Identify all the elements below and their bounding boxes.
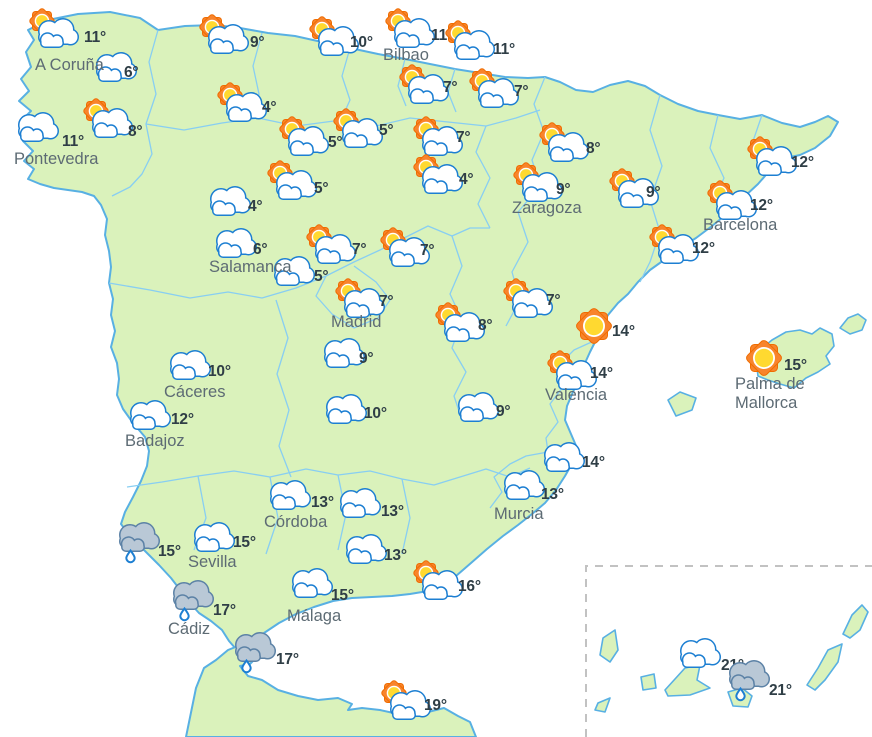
temperature-label: 9° [556, 181, 571, 198]
temperature-label: 14° [582, 454, 605, 471]
city-label: Barcelona [703, 216, 778, 234]
temperature-label: 8° [586, 140, 601, 157]
temperature-label: 5° [328, 134, 343, 151]
canary-inset-border [585, 565, 872, 737]
temperature-label: 11° [62, 133, 84, 150]
temperature-label: 11° [493, 41, 515, 58]
temperature-label: 17° [213, 602, 236, 619]
spain-mainland [18, 11, 839, 654]
balearic-islands [667, 313, 867, 417]
city-label: Cádiz [168, 620, 211, 638]
temperature-label: 4° [262, 99, 277, 116]
temperature-label: 10° [350, 34, 373, 51]
temperature-label: 13° [381, 503, 404, 520]
temperature-label: 5° [314, 268, 329, 285]
city-label: Pontevedra [14, 150, 99, 168]
temperature-label: 12° [171, 411, 194, 428]
city-label: Palma de Mallorca [735, 375, 805, 412]
temperature-label: 14° [590, 365, 613, 382]
city-label: Cáceres [164, 383, 226, 401]
temperature-label: 7° [456, 129, 471, 146]
temperature-label: 7° [379, 293, 394, 310]
city-label: Valencia [545, 386, 608, 404]
temperature-label: 12° [791, 154, 814, 171]
temperature-label: 15° [784, 357, 807, 374]
temperature-label: 9° [646, 184, 661, 201]
temperature-label: 17° [276, 651, 299, 668]
temperature-label: 9° [250, 34, 265, 51]
city-label: Zaragoza [512, 199, 582, 217]
city-label: Bilbao [383, 46, 429, 64]
temperature-label: 7° [443, 79, 458, 96]
temperature-label: 13° [384, 547, 407, 564]
temperature-label: 12° [692, 240, 715, 257]
temperature-label: 14° [612, 323, 635, 340]
temperature-label: 6° [253, 241, 268, 258]
city-label: A Coruña [35, 56, 104, 74]
temperature-label: 8° [478, 317, 493, 334]
city-label: Córdoba [264, 513, 328, 531]
temperature-label: 9° [496, 403, 511, 420]
temperature-label: 15° [233, 534, 256, 551]
temperature-label: 10° [364, 405, 387, 422]
city-label: Málaga [287, 607, 342, 625]
temperature-label: 13° [541, 486, 564, 503]
temperature-label: 5° [379, 122, 394, 139]
temperature-label: 7° [546, 292, 561, 309]
temperature-label: 7° [352, 241, 367, 258]
city-label: Badajoz [125, 432, 185, 450]
temperature-label: 5° [314, 180, 329, 197]
temperature-label: 7° [514, 83, 529, 100]
temperature-label: 8° [128, 123, 143, 140]
city-label: Sevilla [188, 553, 237, 571]
temperature-label: 13° [311, 494, 334, 511]
temperature-label: 6° [124, 64, 139, 81]
temperature-label: 15° [331, 587, 354, 604]
temperature-label: 12° [750, 197, 773, 214]
temperature-label: 19° [424, 697, 447, 714]
temperature-label: 7° [420, 242, 435, 259]
temperature-label: 9° [359, 350, 374, 367]
temperature-label: 15° [158, 543, 181, 560]
city-label: Salamanca [209, 258, 292, 276]
temperature-label: 10° [208, 363, 231, 380]
temperature-label: 4° [248, 198, 263, 215]
temperature-label: 21° [769, 682, 792, 699]
temperature-label: 4° [459, 171, 474, 188]
temperature-label: 11° [84, 29, 106, 46]
city-label: Murcia [494, 505, 544, 523]
temperature-label: 16° [458, 578, 481, 595]
city-label: Madrid [331, 313, 382, 331]
